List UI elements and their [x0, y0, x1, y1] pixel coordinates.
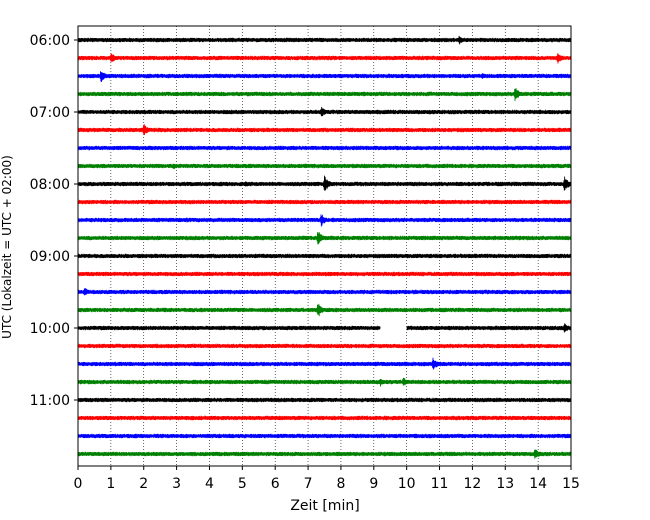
y-tick-label: 09:00 [30, 249, 70, 265]
seismic-trace [77, 415, 572, 421]
seismic-trace [77, 53, 572, 64]
x-axis-label: Zeit [min] [290, 498, 359, 514]
x-tick-label: 6 [271, 476, 280, 492]
seismic-trace [77, 145, 572, 151]
x-tick-label: 5 [238, 476, 247, 492]
x-axis: 0 1 2 3 4 5 6 7 8 9 10 11 12 13 14 15 [74, 466, 580, 492]
x-tick-label: 9 [369, 476, 378, 492]
x-tick-label: 11 [431, 476, 449, 492]
seismic-trace [77, 175, 572, 192]
seismic-trace [77, 303, 572, 317]
seismic-trace [77, 214, 572, 227]
seismic-trace [77, 88, 572, 101]
x-tick-label: 14 [529, 476, 547, 492]
y-axis: 06:00 07:00 08:00 09:00 10:00 11:00 [30, 33, 78, 409]
seismic-trace [77, 106, 572, 117]
seismic-trace [77, 343, 572, 349]
seismic-trace [77, 357, 572, 370]
seismic-trace [77, 232, 572, 245]
y-tick-label: 06:00 [30, 33, 70, 49]
seismic-trace [77, 397, 572, 403]
x-tick-label: 1 [106, 476, 115, 492]
seismic-trace [77, 124, 572, 136]
seismic-trace [77, 163, 572, 170]
seismic-trace [77, 449, 572, 459]
seismic-trace [77, 35, 572, 45]
y-tick-label: 07:00 [30, 105, 70, 121]
x-tick-label: 8 [336, 476, 345, 492]
seismic-trace [77, 377, 572, 387]
x-tick-label: 10 [398, 476, 416, 492]
y-axis-label: UTC (Lokalzeit = UTC + 02:00) [0, 155, 14, 339]
x-tick-label: 3 [172, 476, 181, 492]
x-tick-label: 7 [304, 476, 313, 492]
y-tick-label: 08:00 [30, 177, 70, 193]
x-tick-label: 0 [74, 476, 83, 492]
x-tick-label: 12 [463, 476, 481, 492]
seismic-trace [77, 433, 572, 439]
seismic-trace [77, 288, 572, 296]
seismic-trace [77, 271, 572, 277]
plot-frame [77, 25, 572, 467]
x-tick-label: 2 [139, 476, 148, 492]
y-tick-label: 10:00 [30, 321, 70, 337]
seismic-traces [77, 35, 572, 459]
y-tick-label: 11:00 [30, 393, 70, 409]
x-tick-label: 15 [562, 476, 580, 492]
x-tick-label: 4 [205, 476, 214, 492]
x-tick-label: 13 [496, 476, 514, 492]
seismic-trace [77, 199, 572, 205]
seismic-trace [77, 253, 572, 259]
grid [110, 26, 539, 466]
seismic-trace [77, 323, 572, 333]
seismic-trace [77, 71, 572, 82]
